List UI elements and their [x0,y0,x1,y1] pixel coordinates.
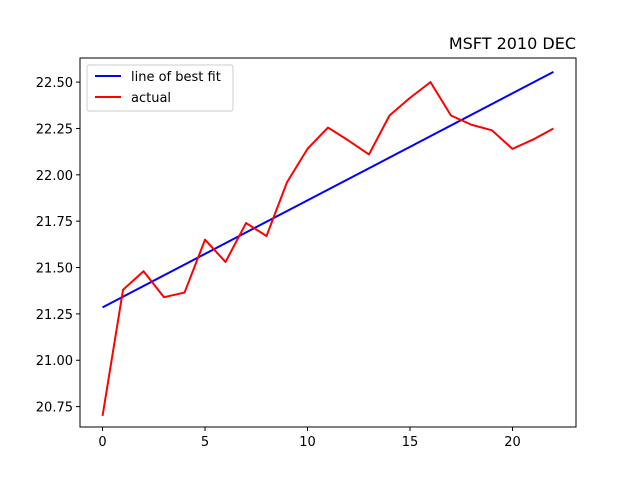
legend-label-best-fit: line of best fit [131,70,221,85]
y-tick-label: 22.50 [36,76,73,91]
x-tick-label: 0 [98,435,106,450]
y-tick-label: 21.25 [36,308,73,323]
series-line-best-fit [102,71,554,309]
chart-title: MSFT 2010 DEC [449,34,576,53]
x-tick-label: 10 [299,435,316,450]
plot-area-frame [79,57,577,428]
x-tick-label: 15 [402,435,419,450]
plot-lines [101,71,554,417]
y-tick-label: 22.00 [36,169,73,184]
y-tick-label: 20.75 [36,401,73,416]
legend-label-actual: actual [131,91,171,106]
y-tick-label: 21.00 [36,354,73,369]
y-tick-label: 22.25 [36,122,73,137]
x-tick-label: 20 [504,435,521,450]
x-tick-label: 5 [201,435,209,450]
series-line-actual [101,81,554,417]
y-tick-label: 21.50 [36,262,73,277]
x-axis: 0 5 10 15 20 [98,427,521,450]
y-axis: 20.75 21.00 21.25 21.50 21.75 22.00 22.25 22.50 [36,76,80,416]
y-tick-label: 21.75 [36,215,73,230]
legend: line of best fit actual [86,64,234,112]
legend-box [86,64,234,112]
